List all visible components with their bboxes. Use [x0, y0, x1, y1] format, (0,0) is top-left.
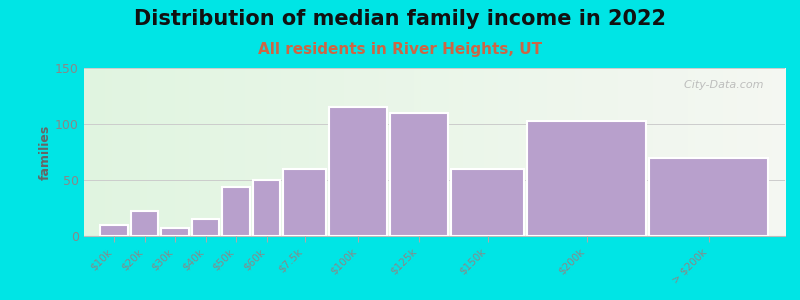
Bar: [283, 169, 326, 236]
Bar: [329, 107, 387, 236]
Text: City-Data.com: City-Data.com: [678, 80, 764, 90]
Bar: [162, 228, 189, 236]
Bar: [527, 121, 646, 236]
Y-axis label: families: families: [39, 124, 52, 180]
Text: All residents in River Heights, UT: All residents in River Heights, UT: [258, 42, 542, 57]
Text: Distribution of median family income in 2022: Distribution of median family income in …: [134, 9, 666, 29]
Bar: [650, 158, 768, 236]
Bar: [100, 225, 128, 236]
Bar: [222, 187, 250, 236]
Bar: [253, 180, 280, 236]
Bar: [192, 219, 219, 236]
Bar: [130, 212, 158, 236]
Bar: [390, 113, 448, 236]
Bar: [451, 169, 524, 236]
